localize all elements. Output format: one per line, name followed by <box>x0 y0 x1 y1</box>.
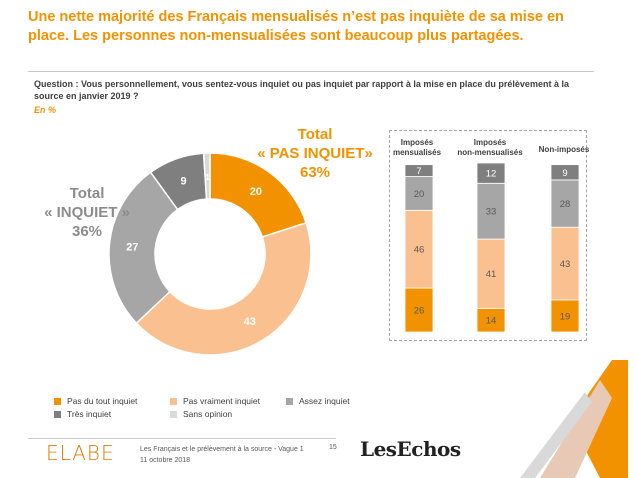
total-inquiet-line1: Total <box>69 185 105 202</box>
bar-segment <box>550 164 580 181</box>
elabe-logo: ELABE <box>46 441 115 465</box>
column-header-line: non-mensualisés <box>457 148 523 157</box>
bar-data-label: 12 <box>486 169 497 180</box>
study-info: Les Français et le prélèvement à la sour… <box>140 444 304 466</box>
bar-segment <box>550 179 580 228</box>
bar-data-label: 9 <box>562 168 567 179</box>
bar-segment <box>404 164 434 177</box>
donut-data-label: 1 <box>205 173 210 182</box>
total-pas-inquiet-line2: « PAS INQUIET» <box>257 145 373 162</box>
column-header-imposes-mensualises: Imposés mensualisés <box>389 138 445 158</box>
study-title: Les Français et le prélèvement à la sour… <box>140 446 304 453</box>
donut-slice <box>135 221 312 356</box>
footer-divider <box>28 438 336 439</box>
column-header-line: Imposés <box>473 138 507 147</box>
study-date: 11 octobre 2018 <box>140 457 191 464</box>
donut-data-label: 20 <box>250 186 262 198</box>
donut-slice <box>202 152 211 200</box>
legend-label: Pas vraiment inquiet <box>183 396 261 406</box>
legend-label: Très inquiet <box>67 409 112 419</box>
bar-data-label: 41 <box>486 269 497 280</box>
legend-item-sans-opinion: Sans opinion <box>170 409 232 419</box>
page-number: 15 <box>329 444 337 451</box>
column-header-non-imposes: Non-imposés <box>532 145 596 155</box>
donut-data-label: 27 <box>126 242 138 254</box>
total-pas-inquiet-value: 63% <box>299 164 331 181</box>
legend-swatch <box>286 397 293 405</box>
stacked-bar-panel <box>389 130 587 341</box>
column-header-imposes-non-mensualises: Imposés non-mensualisés <box>452 138 528 158</box>
donut-slice <box>108 171 179 325</box>
total-inquiet-label: Total « INQUIET » 36% <box>32 184 142 241</box>
divider <box>28 71 594 72</box>
column-header-line: Imposés <box>400 138 434 147</box>
bar-segment <box>476 162 506 184</box>
legend-item-pas-vraiment: Pas vraiment inquiet <box>170 396 260 406</box>
unit-label: En % <box>34 105 57 115</box>
donut-data-label: 43 <box>244 316 256 328</box>
legend-label: Pas du tout inquiet <box>67 396 138 406</box>
bar-data-label: 7 <box>416 166 421 177</box>
bar-data-label: 43 <box>560 259 571 270</box>
decorative-a-logo <box>520 360 628 478</box>
bar-segment <box>550 299 580 333</box>
bar-segment <box>404 176 434 211</box>
legend-label: Sans opinion <box>183 409 233 419</box>
legend-swatch <box>54 397 61 405</box>
bar-data-label: 33 <box>486 207 497 218</box>
lesechos-logo: LesEchos <box>360 437 461 461</box>
legend-item-pas-du-tout: Pas du tout inquiet <box>54 396 137 406</box>
column-header-line: Non-imposés <box>538 145 590 154</box>
bar-segment <box>476 182 506 240</box>
bar-segment <box>550 226 580 301</box>
bar-segment <box>476 238 506 309</box>
bar-data-label: 46 <box>414 245 425 256</box>
bar-data-label: 19 <box>560 311 571 322</box>
legend-label: Assez inquiet <box>299 396 350 406</box>
question-text: Question : Vous personnellement, vous se… <box>34 79 569 101</box>
legend-item-assez: Assez inquiet <box>286 396 350 406</box>
total-inquiet-line2: « INQUIET » <box>44 204 130 221</box>
legend-item-tres: Très inquiet <box>54 409 111 419</box>
legend-swatch <box>170 410 177 418</box>
column-header-line: mensualisés <box>392 148 442 157</box>
bar-data-label: 28 <box>560 199 571 210</box>
bar-segment <box>404 287 434 333</box>
headline: Une nette majorité des Français mensuali… <box>28 9 564 44</box>
bar-data-label: 14 <box>486 316 497 327</box>
total-inquiet-value: 36% <box>71 223 103 240</box>
legend-swatch <box>170 397 177 405</box>
legend-swatch <box>54 410 61 418</box>
bar-data-label: 26 <box>414 306 425 317</box>
total-pas-inquiet-label: Total « PAS INQUIET» 63% <box>252 125 378 182</box>
donut-data-label: 9 <box>181 176 187 188</box>
total-pas-inquiet-line1: Total <box>297 126 333 143</box>
bar-data-label: 20 <box>414 189 425 200</box>
